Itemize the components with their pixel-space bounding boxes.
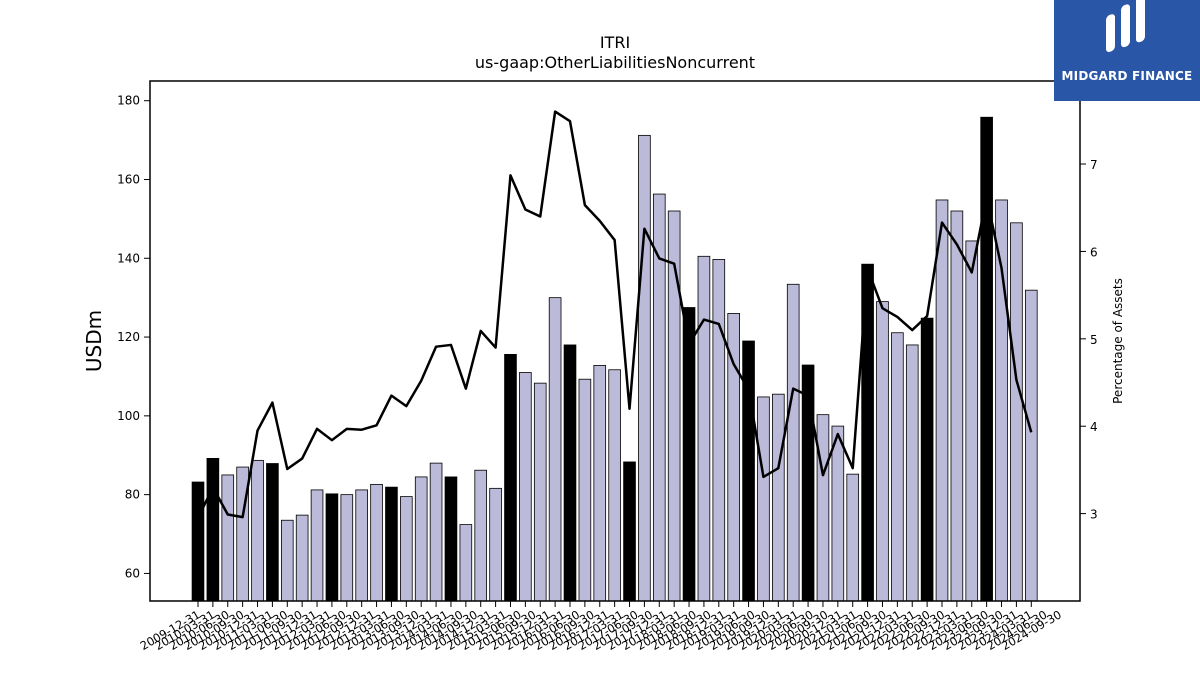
bar-2021-06-30 [876, 301, 889, 602]
bar-2018-09-30 [712, 259, 726, 602]
y2-tick-label: 7 [1090, 158, 1098, 172]
bar-2011-06-30 [280, 519, 294, 602]
bar-2018-06-30 [697, 255, 711, 602]
bar-2011-03-31 [266, 463, 279, 602]
bar-2012-09-30 [355, 489, 368, 602]
bar-2009-12-31 [191, 481, 205, 602]
bar-2010-06-30 [221, 474, 235, 602]
chart-title: ITRI [600, 33, 630, 52]
bar-2022-03-31 [920, 317, 934, 602]
bar-2015-09-30 [533, 382, 547, 602]
brand-name: MIDGARD FINANCE [1061, 69, 1193, 83]
bar-2019-12-31 [786, 283, 800, 602]
y2-tick-label: 4 [1090, 420, 1098, 434]
bar-2015-12-31 [548, 297, 562, 602]
y-tick-label: 100 [117, 409, 140, 423]
y2-tick-label: 6 [1090, 245, 1098, 259]
y-tick-label: 120 [117, 330, 140, 344]
bar-2020-06-30 [816, 414, 830, 602]
chart-subtitle: us-gaap:OtherLiabilitiesNoncurrent [475, 53, 755, 72]
percentage-line [196, 110, 1033, 519]
bar-2017-06-30 [638, 134, 651, 602]
bar-2023-12-31 [1024, 289, 1038, 602]
y-tick-label: 60 [125, 566, 140, 580]
bar-2015-03-31 [504, 353, 517, 602]
midgard-logo-icon [1106, 0, 1145, 53]
bar-2019-09-30 [772, 393, 785, 602]
bar-2016-06-30 [578, 378, 592, 602]
bar-2023-09-30 [1010, 222, 1023, 602]
y-tick-label: 80 [125, 488, 140, 502]
bar-2014-06-30 [459, 524, 473, 602]
bar-2010-03-31 [206, 457, 220, 602]
bar-2021-09-30 [891, 332, 904, 602]
bar-2017-03-31 [623, 461, 636, 602]
bar-2020-12-31 [846, 473, 860, 602]
bars-group [191, 116, 1038, 602]
bar-2022-06-30 [935, 199, 949, 602]
y-axis-label: USDm [82, 310, 106, 372]
brand-logo: MIDGARD FINANCE [1054, 0, 1200, 101]
bar-2013-03-31 [385, 486, 398, 602]
bar-2014-03-31 [444, 476, 458, 602]
bar-2017-09-30 [652, 193, 666, 602]
bar-2012-03-31 [325, 493, 339, 602]
bar-2016-12-31 [608, 369, 621, 602]
bar-2010-12-31 [251, 459, 264, 602]
bar-2014-09-30 [474, 469, 488, 602]
left-axis: 60 80 100 120 140 160 180 [117, 94, 150, 580]
bar-2012-06-30 [340, 494, 354, 602]
y2-axis-label: Percentage of Assets [1111, 278, 1125, 404]
right-axis: 3 4 5 6 7 [1080, 158, 1098, 522]
bar-2021-12-31 [905, 344, 919, 602]
y-tick-label: 160 [117, 172, 140, 186]
bar-2023-06-30 [995, 199, 1008, 602]
bar-2020-09-30 [831, 425, 845, 602]
bar-2013-06-30 [400, 496, 413, 602]
x-axis: 2009-12-312010-03-312010-06-302010-09-30… [138, 601, 1064, 653]
bar-2013-12-31 [429, 462, 443, 602]
bar-2023-03-31 [980, 116, 993, 602]
bar-2019-06-30 [757, 396, 770, 602]
y-tick-label: 180 [117, 94, 140, 108]
bar-2015-06-30 [519, 372, 532, 602]
bar-2011-09-30 [295, 514, 309, 602]
bar-2022-09-30 [950, 210, 964, 602]
bar-2022-12-31 [965, 240, 979, 602]
bar-2016-09-30 [593, 365, 607, 602]
bar-2012-12-31 [370, 483, 383, 602]
bar-2018-03-31 [682, 307, 696, 602]
bar-2014-12-31 [489, 487, 502, 602]
bar-2011-12-31 [310, 489, 324, 602]
y-tick-label: 140 [117, 251, 140, 265]
y2-tick-label: 5 [1090, 333, 1098, 347]
y2-tick-label: 3 [1090, 508, 1098, 522]
bar-2013-09-30 [414, 476, 428, 602]
bar-2016-03-31 [563, 344, 577, 602]
